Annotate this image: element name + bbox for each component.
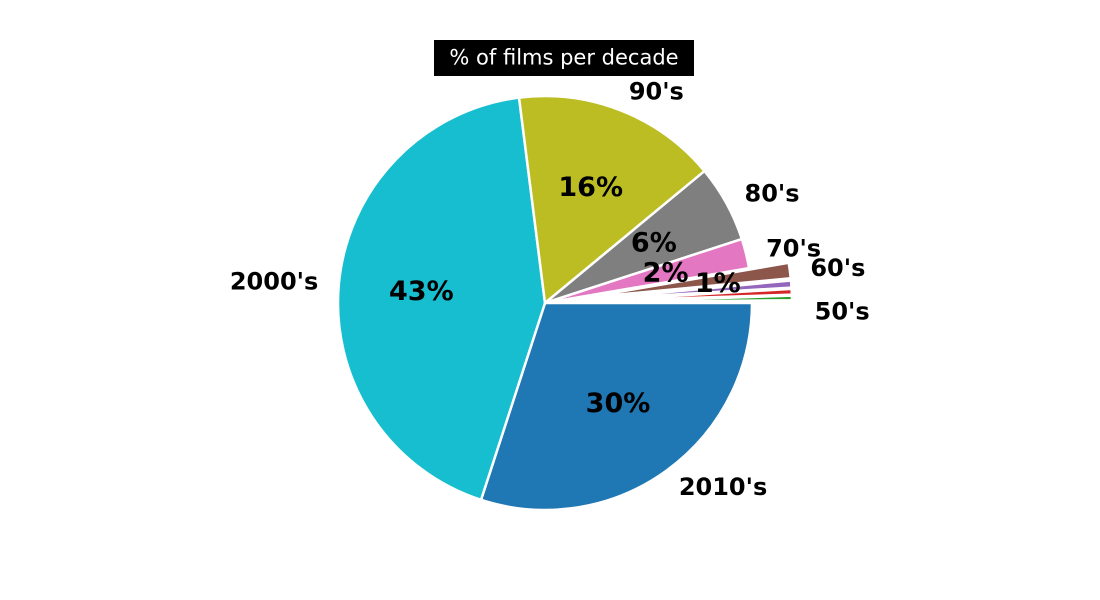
slice-label: 50's [815,298,870,326]
slice-percent-label: 43% [389,276,454,307]
slice-label: 60's [810,254,865,282]
pie-slice [583,261,792,299]
slice-label: 90's [629,77,684,105]
pie-slice [517,94,706,305]
chart-title-text: % of films per decade [449,46,678,70]
chart-title: % of films per decade [434,40,694,76]
pie-slice [583,279,793,302]
slice-percent-label: 30% [586,388,651,419]
slice-percent-label: 16% [558,172,623,203]
chart-title-box [434,40,694,76]
pie-slice [336,96,547,502]
slice-label: 80's [745,179,800,207]
slice-percent-label: 2% [643,258,689,289]
slice-label: 70's [766,234,821,262]
pie-slice [543,237,751,305]
slice-label: 2000's [230,268,318,296]
slice-percent-label: 1% [695,268,741,299]
pie-slice [479,301,754,512]
slice-label: 2010's [679,473,767,501]
pie-labels: 2010's 30% 2000's 43% 90's 16% 80's 6% 70's 2% 60'… [230,77,870,501]
pie-slice [583,299,794,305]
pie-slices [336,94,794,512]
slice-percent-label: 6% [631,228,677,259]
